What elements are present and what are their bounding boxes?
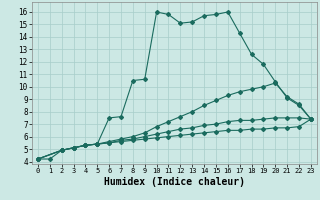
X-axis label: Humidex (Indice chaleur): Humidex (Indice chaleur) xyxy=(104,177,245,187)
